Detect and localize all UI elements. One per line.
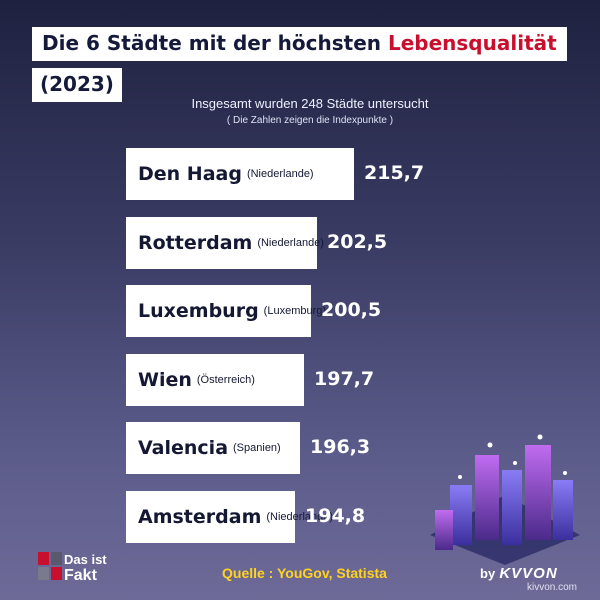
source-credit: Quelle : YouGov, Statista (222, 565, 387, 581)
bar-country-label: (Niederlande) (257, 237, 324, 249)
bar-country-label: (Niederlande) (246, 168, 314, 180)
logo-line-1: Das ist (64, 552, 107, 567)
chart-bar: Amsterdam (Niederlande) (126, 491, 333, 543)
bar-value-label: 200,5 (321, 299, 382, 321)
watermark: kivvon.com (527, 582, 578, 593)
chart-bar: Luxemburg (Luxemburg) (126, 285, 326, 337)
chart-subtitle: Insgesamt wurden 248 Städte untersucht (191, 96, 429, 111)
chart-bar: Valencia (Spanien) (126, 422, 300, 474)
chart-bar: Wien (Österreich) (126, 354, 304, 406)
das-ist-fakt-logo-icon (38, 552, 62, 580)
bar-country-label: (Luxemburg) (263, 305, 327, 317)
bar-city-label: Luxemburg (138, 300, 259, 322)
bar-city-label: Amsterdam (138, 506, 262, 528)
isometric-city-illustration-icon (430, 434, 580, 565)
bar-city-label: Rotterdam (138, 232, 253, 254)
logo-line-2: Fakt (64, 567, 97, 584)
bar-value-label: 194,8 (305, 505, 366, 527)
logo-text: Das ist Fakt (64, 552, 107, 585)
bar-value-label: 197,7 (314, 368, 375, 390)
bar-city-label: Valencia (138, 437, 229, 459)
bar-city-label: Den Haag (138, 163, 242, 185)
bar-city-label: Wien (138, 369, 192, 391)
bar-value-label: 215,7 (364, 162, 425, 184)
chart-title-prefix: Die 6 Städte mit der höchsten (42, 31, 388, 55)
bar-country-label: (Niederlande) (266, 511, 334, 523)
brand-signature: by KVVON (480, 565, 558, 582)
chart-title-highlight: Lebensqualität (387, 31, 557, 55)
bar-country-label: (Spanien) (233, 442, 281, 454)
chart-bar: Den Haag (Niederlande) (126, 148, 354, 200)
chart-title: Die 6 Städte mit der höchsten Lebensqual… (32, 27, 567, 61)
chart-year: (2023) (32, 68, 122, 102)
chart-bar: Rotterdam (Niederlande) (126, 217, 324, 269)
brand-name: KVVON (499, 565, 558, 582)
bar-country-label: (Österreich) (196, 374, 255, 386)
bar-value-label: 202,5 (327, 231, 388, 253)
bar-value-label: 196,3 (310, 436, 371, 458)
brand-by: by (480, 566, 496, 581)
chart-note: ( Die Zahlen zeigen die Indexpunkte ) (226, 115, 394, 126)
